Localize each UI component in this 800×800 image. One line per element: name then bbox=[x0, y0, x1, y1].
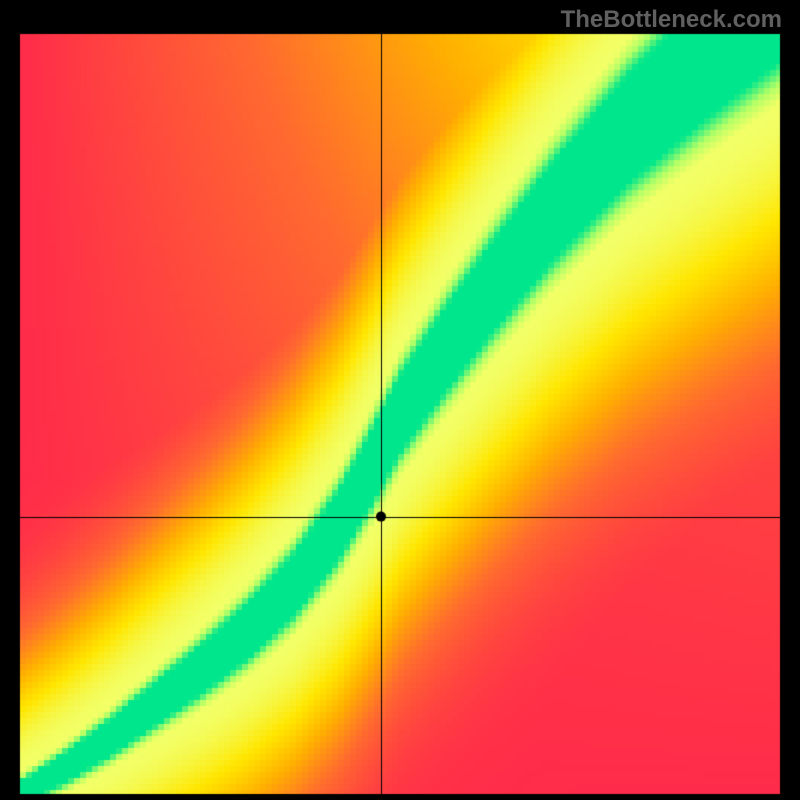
chart-container: TheBottleneck.com bbox=[0, 0, 800, 800]
watermark-text: TheBottleneck.com bbox=[561, 6, 782, 34]
bottleneck-heatmap bbox=[0, 0, 800, 800]
